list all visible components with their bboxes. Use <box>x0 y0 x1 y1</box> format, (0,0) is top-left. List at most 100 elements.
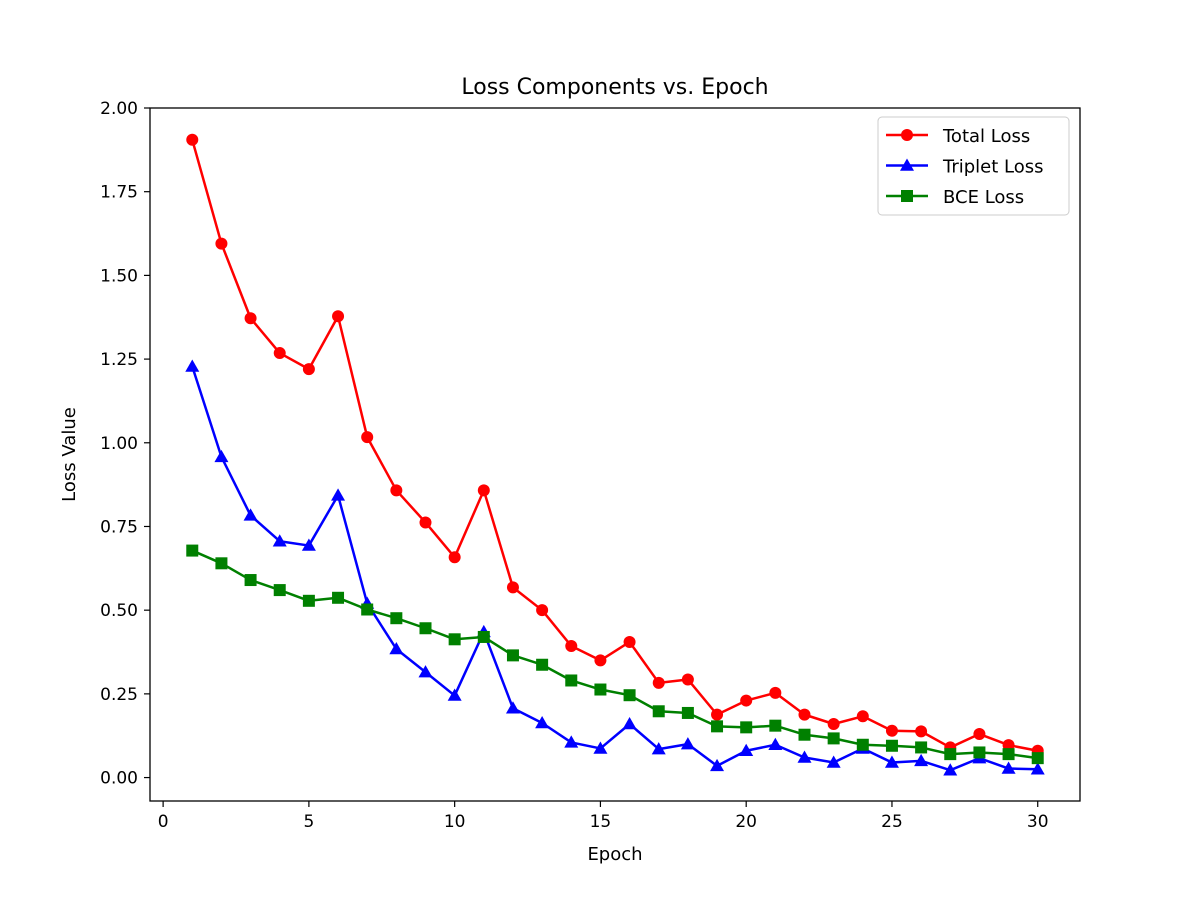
data-point-triplet-loss <box>447 688 462 701</box>
series-total-loss <box>186 133 1044 757</box>
data-point-triplet-loss <box>272 534 287 547</box>
data-point-total-loss <box>506 581 519 594</box>
data-point-total-loss <box>740 694 753 707</box>
data-point-bce-loss <box>419 622 432 635</box>
data-point-bce-loss <box>332 591 345 604</box>
x-tick-label: 20 <box>735 812 757 832</box>
data-point-bce-loss <box>681 706 694 719</box>
data-point-bce-loss <box>215 557 228 570</box>
data-point-triplet-loss <box>884 755 899 768</box>
data-point-total-loss <box>973 728 986 741</box>
data-point-total-loss <box>681 673 694 686</box>
data-point-bce-loss <box>506 649 519 662</box>
data-point-bce-loss <box>769 719 782 732</box>
data-point-triplet-loss <box>680 737 695 750</box>
data-point-total-loss <box>361 431 374 444</box>
y-tick-label: 1.25 <box>100 350 138 370</box>
data-point-total-loss <box>186 133 199 146</box>
data-point-total-loss <box>769 686 782 699</box>
data-point-total-loss <box>856 710 869 723</box>
plot-frame <box>149 107 1081 802</box>
data-point-total-loss <box>215 237 228 250</box>
data-point-triplet-loss <box>710 758 725 772</box>
data-point-bce-loss <box>186 544 199 557</box>
data-point-total-loss <box>536 604 549 617</box>
data-point-bce-loss <box>477 630 490 643</box>
data-point-bce-loss <box>915 741 928 754</box>
legend-marker <box>901 190 913 202</box>
legend-marker <box>901 129 913 141</box>
data-point-bce-loss <box>827 732 840 745</box>
legend-item-total-loss: Total Loss <box>886 126 1030 147</box>
data-point-triplet-loss <box>943 763 958 776</box>
data-point-bce-loss <box>740 721 753 734</box>
data-point-bce-loss <box>652 705 665 718</box>
data-point-triplet-loss <box>301 538 316 551</box>
data-point-total-loss <box>273 347 286 360</box>
data-point-triplet-loss <box>1030 762 1045 775</box>
y-tick-label: 0.25 <box>100 685 138 705</box>
legend-label: Triplet Loss <box>942 157 1044 178</box>
data-point-bce-loss <box>565 674 578 687</box>
data-point-bce-loss <box>856 738 869 751</box>
data-point-total-loss <box>448 551 461 564</box>
data-point-total-loss <box>419 516 432 529</box>
series-bce-loss <box>186 544 1044 765</box>
data-point-bce-loss <box>244 574 257 587</box>
series-line-triplet-loss <box>191 366 1038 772</box>
data-point-bce-loss <box>798 728 811 741</box>
y-axis-label: Loss Value <box>59 407 80 502</box>
data-point-triplet-loss <box>739 743 754 757</box>
data-point-total-loss <box>390 484 403 497</box>
data-point-triplet-loss <box>214 449 229 463</box>
x-axis-label: Epoch <box>587 844 642 865</box>
data-point-bce-loss <box>885 739 898 752</box>
y-tick-label: 0.50 <box>100 601 138 621</box>
legend-item-triplet-loss: Triplet Loss <box>886 157 1044 178</box>
data-point-triplet-loss <box>914 753 929 767</box>
data-point-bce-loss <box>302 594 315 607</box>
ticks-layer: 0 5 10 15 20 25 30 0.00 0.25 0.50 0.75 1.00 1.25 1.50… <box>100 99 1048 832</box>
x-tick-label: 0 <box>158 812 169 832</box>
data-point-total-loss <box>594 654 607 667</box>
legend: Total Loss Triplet Loss BCE Loss <box>877 116 1070 216</box>
data-point-bce-loss <box>1031 752 1044 765</box>
data-point-total-loss <box>623 635 636 648</box>
x-tick-label: 15 <box>590 812 612 832</box>
data-point-triplet-loss <box>593 741 608 754</box>
data-point-bce-loss <box>623 689 636 702</box>
data-point-triplet-loss <box>418 665 433 678</box>
data-point-bce-loss <box>711 720 724 733</box>
y-tick-label: 0.00 <box>100 769 138 789</box>
data-point-triplet-loss <box>826 755 841 768</box>
data-point-triplet-loss <box>535 715 550 729</box>
data-point-bce-loss <box>390 612 403 625</box>
y-tick-label: 1.75 <box>100 183 138 203</box>
x-tick-label: 30 <box>1027 812 1049 832</box>
data-point-triplet-loss <box>389 642 404 655</box>
data-point-triplet-loss <box>243 508 258 521</box>
data-point-triplet-loss <box>185 359 200 372</box>
data-point-triplet-loss <box>797 750 812 763</box>
data-point-total-loss <box>332 310 345 323</box>
y-tick-label: 2.00 <box>100 99 138 119</box>
x-tick-label: 5 <box>303 812 314 832</box>
y-tick-label: 0.75 <box>100 517 138 537</box>
data-point-bce-loss <box>536 658 549 671</box>
data-point-bce-loss <box>973 746 986 759</box>
legend-label: BCE Loss <box>943 187 1024 208</box>
chart-title: Loss Components vs. Epoch <box>461 75 768 100</box>
data-point-bce-loss <box>273 584 286 597</box>
data-point-triplet-loss <box>622 717 637 730</box>
data-point-total-loss <box>477 484 490 497</box>
data-point-bce-loss <box>594 683 607 696</box>
x-tick-label: 10 <box>444 812 466 832</box>
data-point-total-loss <box>885 724 898 737</box>
data-point-total-loss <box>915 725 928 738</box>
data-point-total-loss <box>711 708 724 721</box>
data-point-triplet-loss <box>1001 761 1016 774</box>
data-point-triplet-loss <box>651 742 666 755</box>
data-point-bce-loss <box>361 603 374 616</box>
legend-box <box>877 116 1070 216</box>
